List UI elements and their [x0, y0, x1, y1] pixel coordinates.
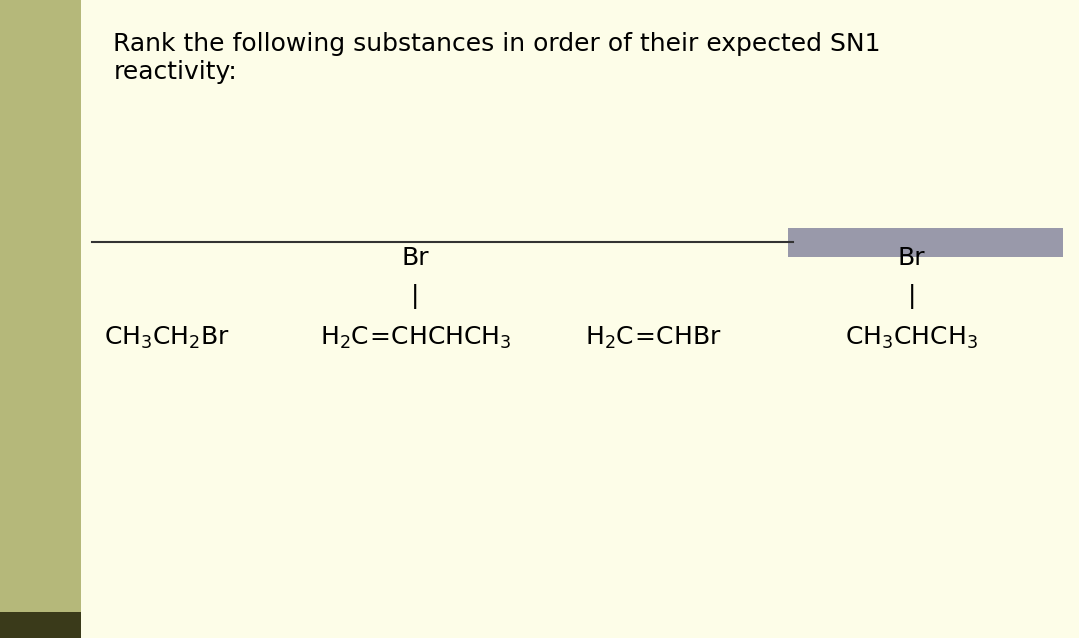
Bar [0, 612, 81, 638]
Text: |: | [411, 284, 420, 309]
Text: CH$_3$CH$_2$Br: CH$_3$CH$_2$Br [105, 325, 230, 352]
Text: Rank the following substances in order of their expected SN1
reactivity:: Rank the following substances in order o… [113, 32, 880, 84]
Bar [788, 228, 1063, 256]
Text: Br: Br [401, 246, 429, 271]
Text: CH$_3$CHCH$_3$: CH$_3$CHCH$_3$ [845, 325, 979, 352]
Bar [0, 0, 81, 638]
Text: H$_2$C$\!=\!$CHCHCH$_3$: H$_2$C$\!=\!$CHCHCH$_3$ [319, 325, 511, 352]
Text: H$_2$C$\!=\!$CHBr: H$_2$C$\!=\!$CHBr [585, 325, 721, 352]
Text: |: | [907, 284, 916, 309]
Text: Br: Br [898, 246, 926, 271]
